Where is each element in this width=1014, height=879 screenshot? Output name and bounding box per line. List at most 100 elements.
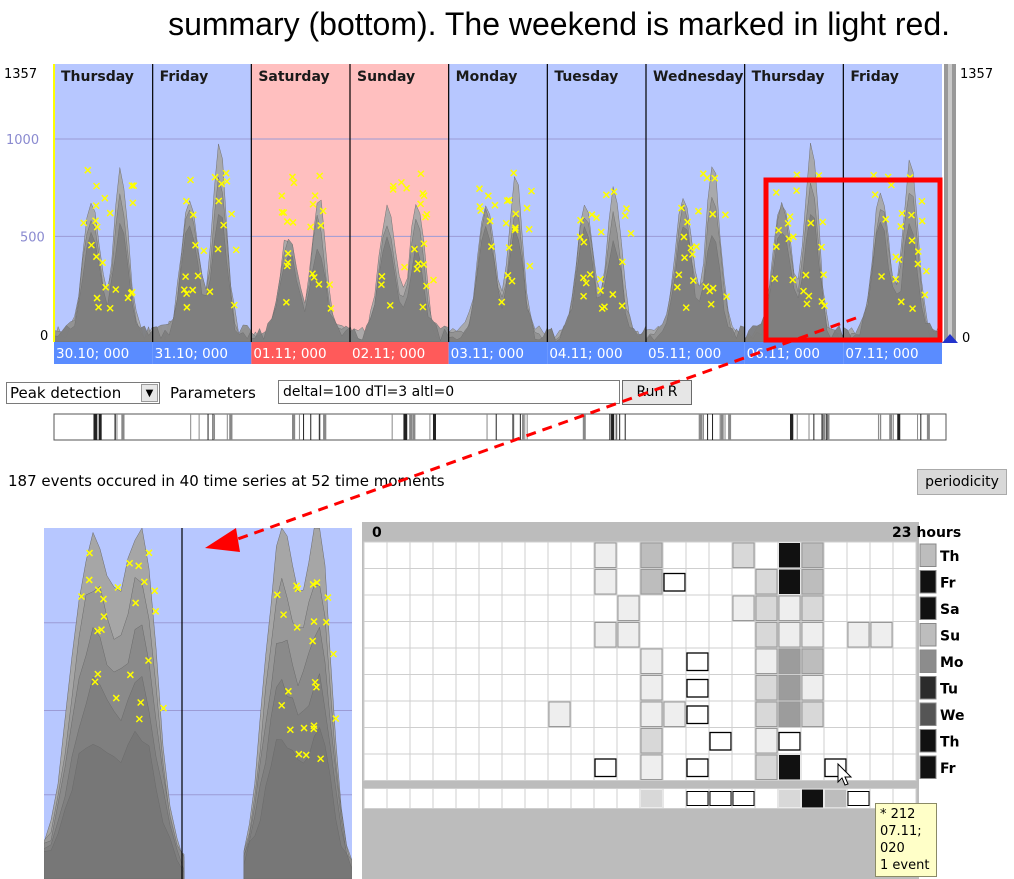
event-tick — [524, 414, 526, 440]
grid-cell-fill — [732, 595, 755, 621]
grid-cell-fill — [617, 595, 640, 621]
peak-marker-stroke — [682, 304, 690, 312]
peak-marker — [922, 267, 930, 275]
peak-marker-stroke — [909, 305, 917, 313]
peak-marker — [602, 191, 610, 199]
peak-marker — [230, 301, 238, 309]
periodicity-button[interactable]: periodicity — [917, 469, 1007, 495]
event-tick — [728, 414, 732, 440]
peak-marker-stroke — [486, 217, 494, 225]
run-r-button[interactable]: Run R — [622, 380, 692, 405]
grid-cell — [800, 727, 825, 755]
grid-cell — [892, 621, 917, 649]
peak-marker-stroke — [908, 237, 916, 245]
peak-marker — [511, 226, 519, 234]
peak-marker-stroke — [278, 701, 286, 709]
grid-cell — [731, 700, 756, 728]
peak-marker-stroke — [317, 222, 325, 230]
day-label: Friday — [850, 69, 899, 85]
event-tick — [611, 414, 613, 440]
chevron-down-icon[interactable]: ▼ — [141, 384, 158, 402]
peak-marker-stroke — [101, 194, 109, 202]
event-tick — [897, 414, 901, 440]
summary-cell-fill — [825, 789, 846, 808]
summary-cell-event — [686, 791, 709, 806]
peak-marker — [218, 180, 226, 188]
y-tick-label: 500 — [20, 230, 45, 245]
grid-cell-fill — [617, 622, 640, 648]
periodicity-grid[interactable]: 0 23 hours Th Fr Sa Su Mo Tu We Th Fr — [362, 522, 1014, 879]
grid-cell-fill — [801, 675, 824, 701]
grid-cell — [501, 621, 526, 649]
peak-marker-stroke — [273, 591, 281, 599]
event-tick — [822, 414, 826, 440]
peak-marker — [772, 188, 780, 197]
grid-cell-fill — [755, 648, 778, 674]
peak-marker-stroke — [694, 207, 702, 215]
peak-marker-stroke — [80, 219, 88, 227]
grid-cell — [823, 674, 848, 702]
peak-marker-stroke — [294, 585, 302, 593]
peak-marker — [189, 286, 197, 294]
peak-marker — [145, 549, 153, 557]
grid-cell — [455, 700, 480, 728]
grid-cell — [501, 647, 526, 675]
peak-marker-stroke — [194, 272, 202, 280]
peak-marker — [310, 273, 318, 281]
grid-cell-fill — [778, 675, 801, 701]
method-select[interactable]: Peak detection ▼ — [6, 382, 160, 404]
peak-marker-stroke — [414, 260, 422, 268]
grid-cell — [570, 568, 595, 596]
summary-cell — [409, 788, 434, 809]
peak-marker — [280, 209, 288, 217]
grid-cell — [524, 727, 549, 755]
method-select-value: Peak detection — [10, 384, 122, 402]
peak-marker — [503, 197, 511, 205]
peak-marker — [377, 281, 385, 289]
peak-marker — [194, 272, 202, 280]
peak-marker — [527, 187, 536, 195]
peak-marker — [508, 277, 516, 285]
peak-marker — [580, 292, 588, 300]
date-bar-cell — [54, 342, 153, 364]
event-tick — [495, 414, 497, 440]
peak-marker — [309, 637, 317, 645]
event-tick — [821, 414, 823, 440]
grid-cell — [547, 621, 572, 649]
grid-cell — [869, 541, 894, 569]
event-tick — [699, 414, 703, 440]
grid-cell — [409, 541, 434, 569]
event-tick — [826, 414, 828, 440]
peak-marker — [99, 259, 107, 267]
grid-cell-fill — [640, 754, 663, 780]
time-series-chart[interactable]: Thursday 30.10; 000 Friday 31.10; 000 Saturd… — [0, 56, 1014, 380]
parameters-input[interactable]: deltal=100 dTl=3 altl=0 — [278, 380, 620, 404]
peak-marker — [322, 618, 330, 626]
peak-marker — [95, 303, 103, 311]
peak-marker-stroke — [290, 179, 298, 187]
grid-cell — [478, 727, 503, 755]
grid-cell — [386, 674, 411, 702]
peak-marker — [422, 282, 431, 290]
grid-cell — [685, 621, 710, 649]
peak-marker — [80, 219, 88, 227]
peak-marker-stroke — [419, 303, 427, 311]
grid-cell — [455, 594, 480, 622]
peak-marker-stroke — [180, 286, 188, 294]
event-tick — [114, 414, 116, 440]
grid-cell — [708, 594, 733, 622]
grid-cell — [662, 594, 687, 622]
grid-cell — [616, 700, 641, 728]
scrollbar-track — [948, 64, 952, 342]
grid-cell — [432, 727, 457, 755]
grid-cell — [708, 674, 733, 702]
row-summary-swatch — [919, 649, 937, 673]
peak-marker — [588, 211, 596, 219]
event-tick — [412, 414, 416, 440]
row-label: Th — [940, 549, 960, 565]
grid-cell — [547, 674, 572, 702]
grid-cell — [823, 727, 848, 755]
peak-marker-stroke — [183, 303, 191, 311]
peak-marker — [187, 176, 195, 184]
grid-cell — [386, 647, 411, 675]
